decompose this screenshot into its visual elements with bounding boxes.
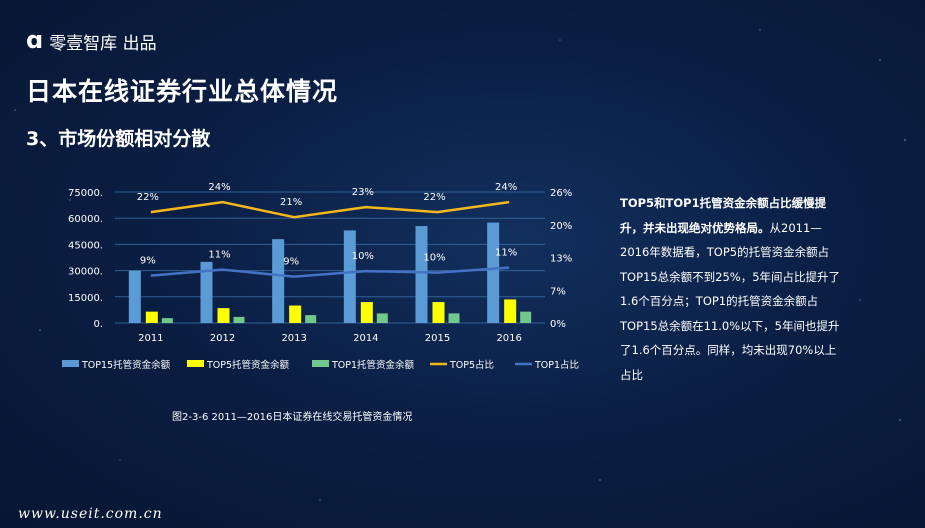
x-tick-label: 2016	[496, 333, 521, 344]
bar-0	[415, 226, 428, 323]
data-label: 10%	[352, 251, 374, 262]
figure-caption: 图2-3-6 2011—2016日本证券在线交易托管资金情况	[172, 412, 413, 423]
bar-2	[161, 318, 173, 323]
data-label: 9%	[140, 256, 156, 267]
y-left-tick-label: 60000.	[68, 214, 103, 225]
bar-0	[343, 230, 356, 323]
legend-swatch	[187, 360, 204, 367]
data-label: 11%	[495, 248, 517, 259]
y-right-tick-label: 0%	[550, 319, 566, 330]
description-bold: TOP5和TOP1托管资金余额占比缓慢提升，并未出现绝对优势格局。	[620, 196, 827, 235]
bar-1	[504, 299, 517, 323]
legend-label: TOP5占比	[449, 359, 494, 371]
watermark: www.useit.com.cn	[18, 506, 163, 522]
data-label: 11%	[208, 250, 230, 261]
x-tick-label: 2013	[281, 333, 306, 344]
legend-label: TOP5托管资金余额	[206, 359, 290, 371]
bar-1	[217, 308, 230, 323]
data-label: 24%	[495, 182, 517, 193]
bar-0	[487, 222, 500, 323]
bar-2	[305, 315, 317, 323]
legend-swatch	[312, 360, 329, 367]
bar-2	[233, 316, 245, 323]
brand-logo-icon: ɑ	[26, 25, 44, 54]
legend-label: TOP15托管资金余额	[81, 359, 171, 371]
data-label: 22%	[423, 192, 445, 203]
data-label: 21%	[280, 197, 302, 208]
bar-1	[360, 302, 373, 323]
line-series-1	[150, 266, 510, 278]
brand: ɑ 零壹智库 出品	[26, 25, 157, 55]
y-right-tick-label: 13%	[550, 254, 572, 265]
y-left-tick-label: 45000.	[68, 240, 103, 251]
description-body: 从2011—2016年数据看，TOP5的托管资金余额占TOP15总余额不到25%…	[620, 220, 841, 382]
legend-label: TOP1占比	[534, 359, 579, 371]
line-series-0	[150, 200, 510, 219]
y-right-tick-label: 20%	[550, 221, 572, 232]
description-text: TOP5和TOP1托管资金余额占比缓慢提升，并未出现绝对优势格局。从2011—2…	[620, 191, 842, 387]
bar-1	[145, 311, 158, 323]
bar-2	[376, 313, 388, 323]
bar-2	[448, 313, 460, 323]
y-right-tick-label: 7%	[550, 286, 566, 297]
section-subtitle: 3、市场份额相对分散	[26, 128, 211, 150]
data-label: 10%	[423, 253, 445, 264]
data-label: 24%	[208, 182, 230, 193]
bar-0	[128, 270, 141, 323]
bar-0	[200, 261, 213, 323]
y-left-tick-label: 75000.	[68, 188, 103, 199]
data-label: 9%	[283, 257, 299, 268]
bar-0	[272, 239, 285, 323]
y-left-tick-label: 0.	[93, 319, 103, 330]
legend-swatch	[62, 360, 79, 367]
data-label: 22%	[137, 192, 159, 203]
legend-label: TOP1托管资金余额	[331, 359, 415, 371]
x-tick-label: 2011	[138, 333, 163, 344]
x-tick-label: 2015	[425, 333, 450, 344]
x-tick-label: 2012	[210, 333, 235, 344]
y-right-tick-label: 26%	[550, 188, 572, 199]
bar-1	[289, 305, 302, 323]
brand-name: 零壹智库 出品	[49, 34, 157, 54]
bar-1	[432, 302, 445, 323]
data-label: 23%	[352, 187, 374, 198]
x-tick-label: 2014	[353, 333, 378, 344]
page-title: 日本在线证券行业总体情况	[26, 77, 339, 106]
y-left-tick-label: 15000.	[68, 293, 103, 304]
bar-2	[520, 311, 532, 323]
y-left-tick-label: 30000.	[68, 267, 103, 278]
